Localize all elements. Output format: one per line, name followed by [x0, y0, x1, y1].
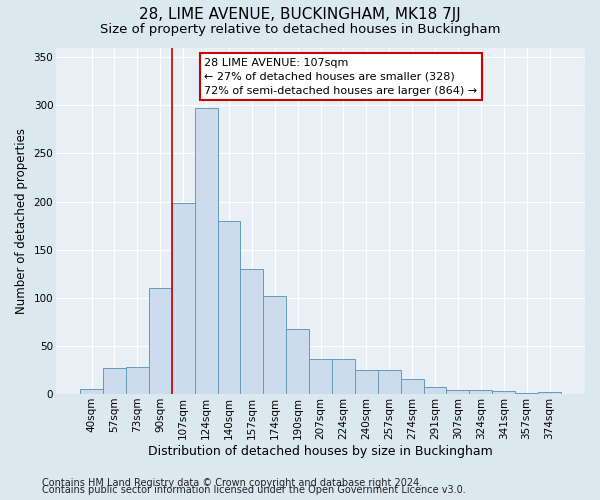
Bar [538, 392, 561, 394]
Text: Size of property relative to detached houses in Buckingham: Size of property relative to detached ho… [100, 22, 500, 36]
Bar [172, 204, 194, 394]
Bar [149, 288, 172, 394]
Bar [401, 378, 424, 394]
Bar [492, 391, 515, 394]
Bar [126, 367, 149, 394]
Bar [103, 368, 126, 394]
Bar [378, 370, 401, 394]
Bar [194, 108, 218, 394]
Bar [424, 388, 446, 394]
Bar [218, 221, 241, 394]
X-axis label: Distribution of detached houses by size in Buckingham: Distribution of detached houses by size … [148, 444, 493, 458]
Text: Contains HM Land Registry data © Crown copyright and database right 2024.: Contains HM Land Registry data © Crown c… [42, 478, 422, 488]
Bar [469, 390, 492, 394]
Bar [355, 370, 378, 394]
Bar [241, 269, 263, 394]
Bar [332, 360, 355, 394]
Bar [80, 389, 103, 394]
Text: 28 LIME AVENUE: 107sqm
← 27% of detached houses are smaller (328)
72% of semi-de: 28 LIME AVENUE: 107sqm ← 27% of detached… [204, 58, 478, 96]
Bar [309, 360, 332, 394]
Bar [446, 390, 469, 394]
Y-axis label: Number of detached properties: Number of detached properties [15, 128, 28, 314]
Text: Contains public sector information licensed under the Open Government Licence v3: Contains public sector information licen… [42, 485, 466, 495]
Text: 28, LIME AVENUE, BUCKINGHAM, MK18 7JJ: 28, LIME AVENUE, BUCKINGHAM, MK18 7JJ [139, 8, 461, 22]
Bar [515, 393, 538, 394]
Bar [286, 328, 309, 394]
Bar [263, 296, 286, 394]
